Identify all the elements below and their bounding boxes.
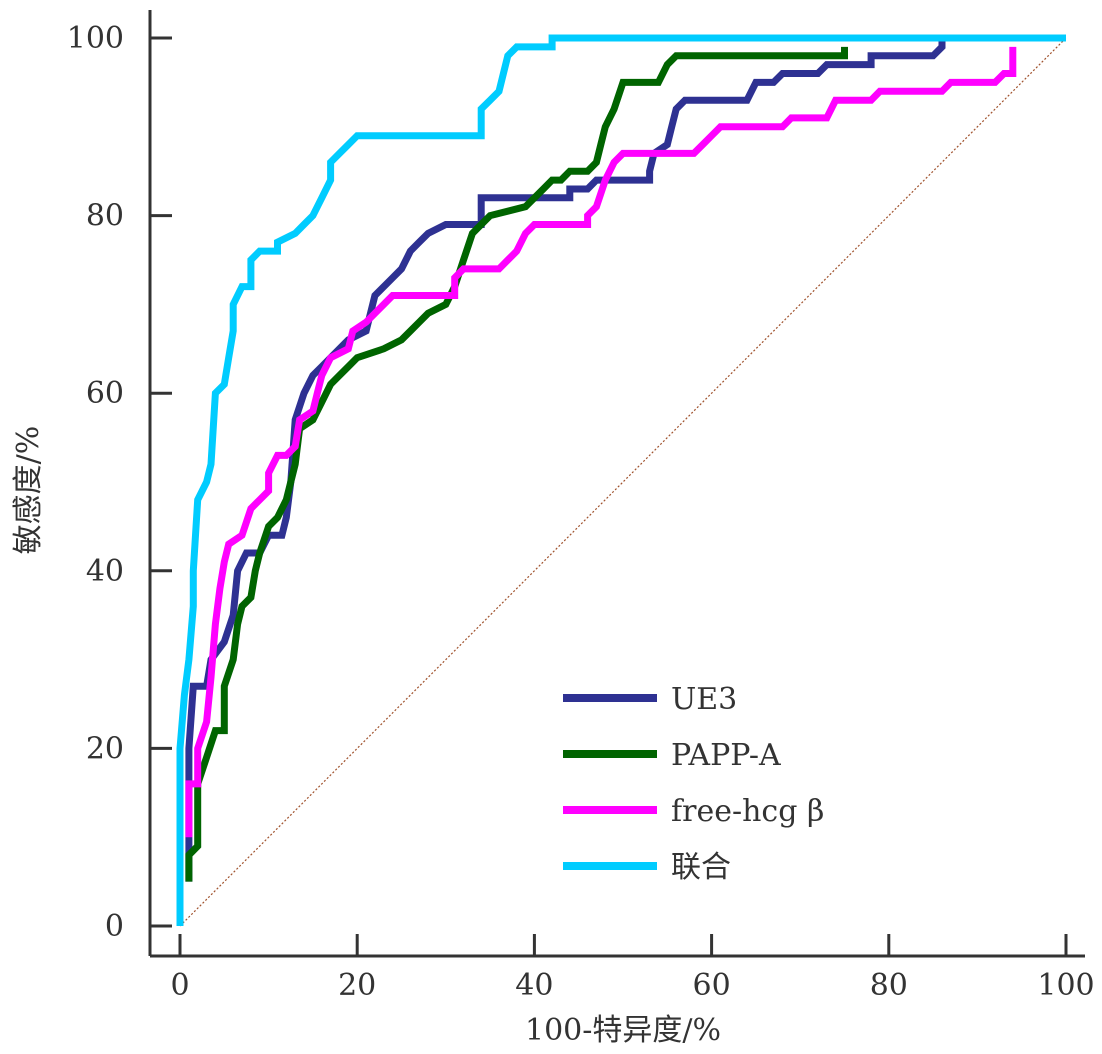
- axes: [148, 10, 1085, 958]
- y-tick-label: 80: [86, 199, 124, 234]
- series-line-1: [185, 46, 848, 882]
- legend-label-3: 联合: [671, 850, 731, 885]
- y-axis-title: 敏感度/%: [11, 426, 46, 555]
- y-tick-label: 60: [86, 376, 124, 411]
- x-tick-label: 80: [870, 968, 908, 1003]
- series-line-0: [185, 38, 946, 882]
- series-line-2: [185, 46, 1017, 838]
- x-tick-label: 20: [338, 968, 376, 1003]
- legend-label-0: UE3: [671, 682, 737, 717]
- legend-label-2: free-hcg β: [671, 794, 824, 829]
- roc-series: [176, 34, 1066, 926]
- y-tick-label: 100: [67, 21, 124, 56]
- x-tick-label: 40: [515, 968, 553, 1003]
- series-line-3: [176, 34, 1066, 926]
- x-tick-label: 60: [693, 968, 731, 1003]
- y-tick-label: 20: [86, 731, 124, 766]
- x-tick-label: 100: [1037, 968, 1094, 1003]
- legend-label-1: PAPP-A: [671, 738, 781, 773]
- y-tick-label: 0: [105, 909, 124, 944]
- axis-ticks: 0 20 40 60 80 100 0 20 40 60 80 100: [67, 21, 1095, 1003]
- x-axis-title: 100-特异度/%: [525, 1013, 721, 1048]
- x-tick-label: 0: [170, 968, 189, 1003]
- diagonal-reference-line: [179, 37, 1067, 927]
- legend: UE3 PAPP-A free-hcg β 联合: [563, 682, 824, 885]
- y-tick-label: 40: [86, 554, 124, 589]
